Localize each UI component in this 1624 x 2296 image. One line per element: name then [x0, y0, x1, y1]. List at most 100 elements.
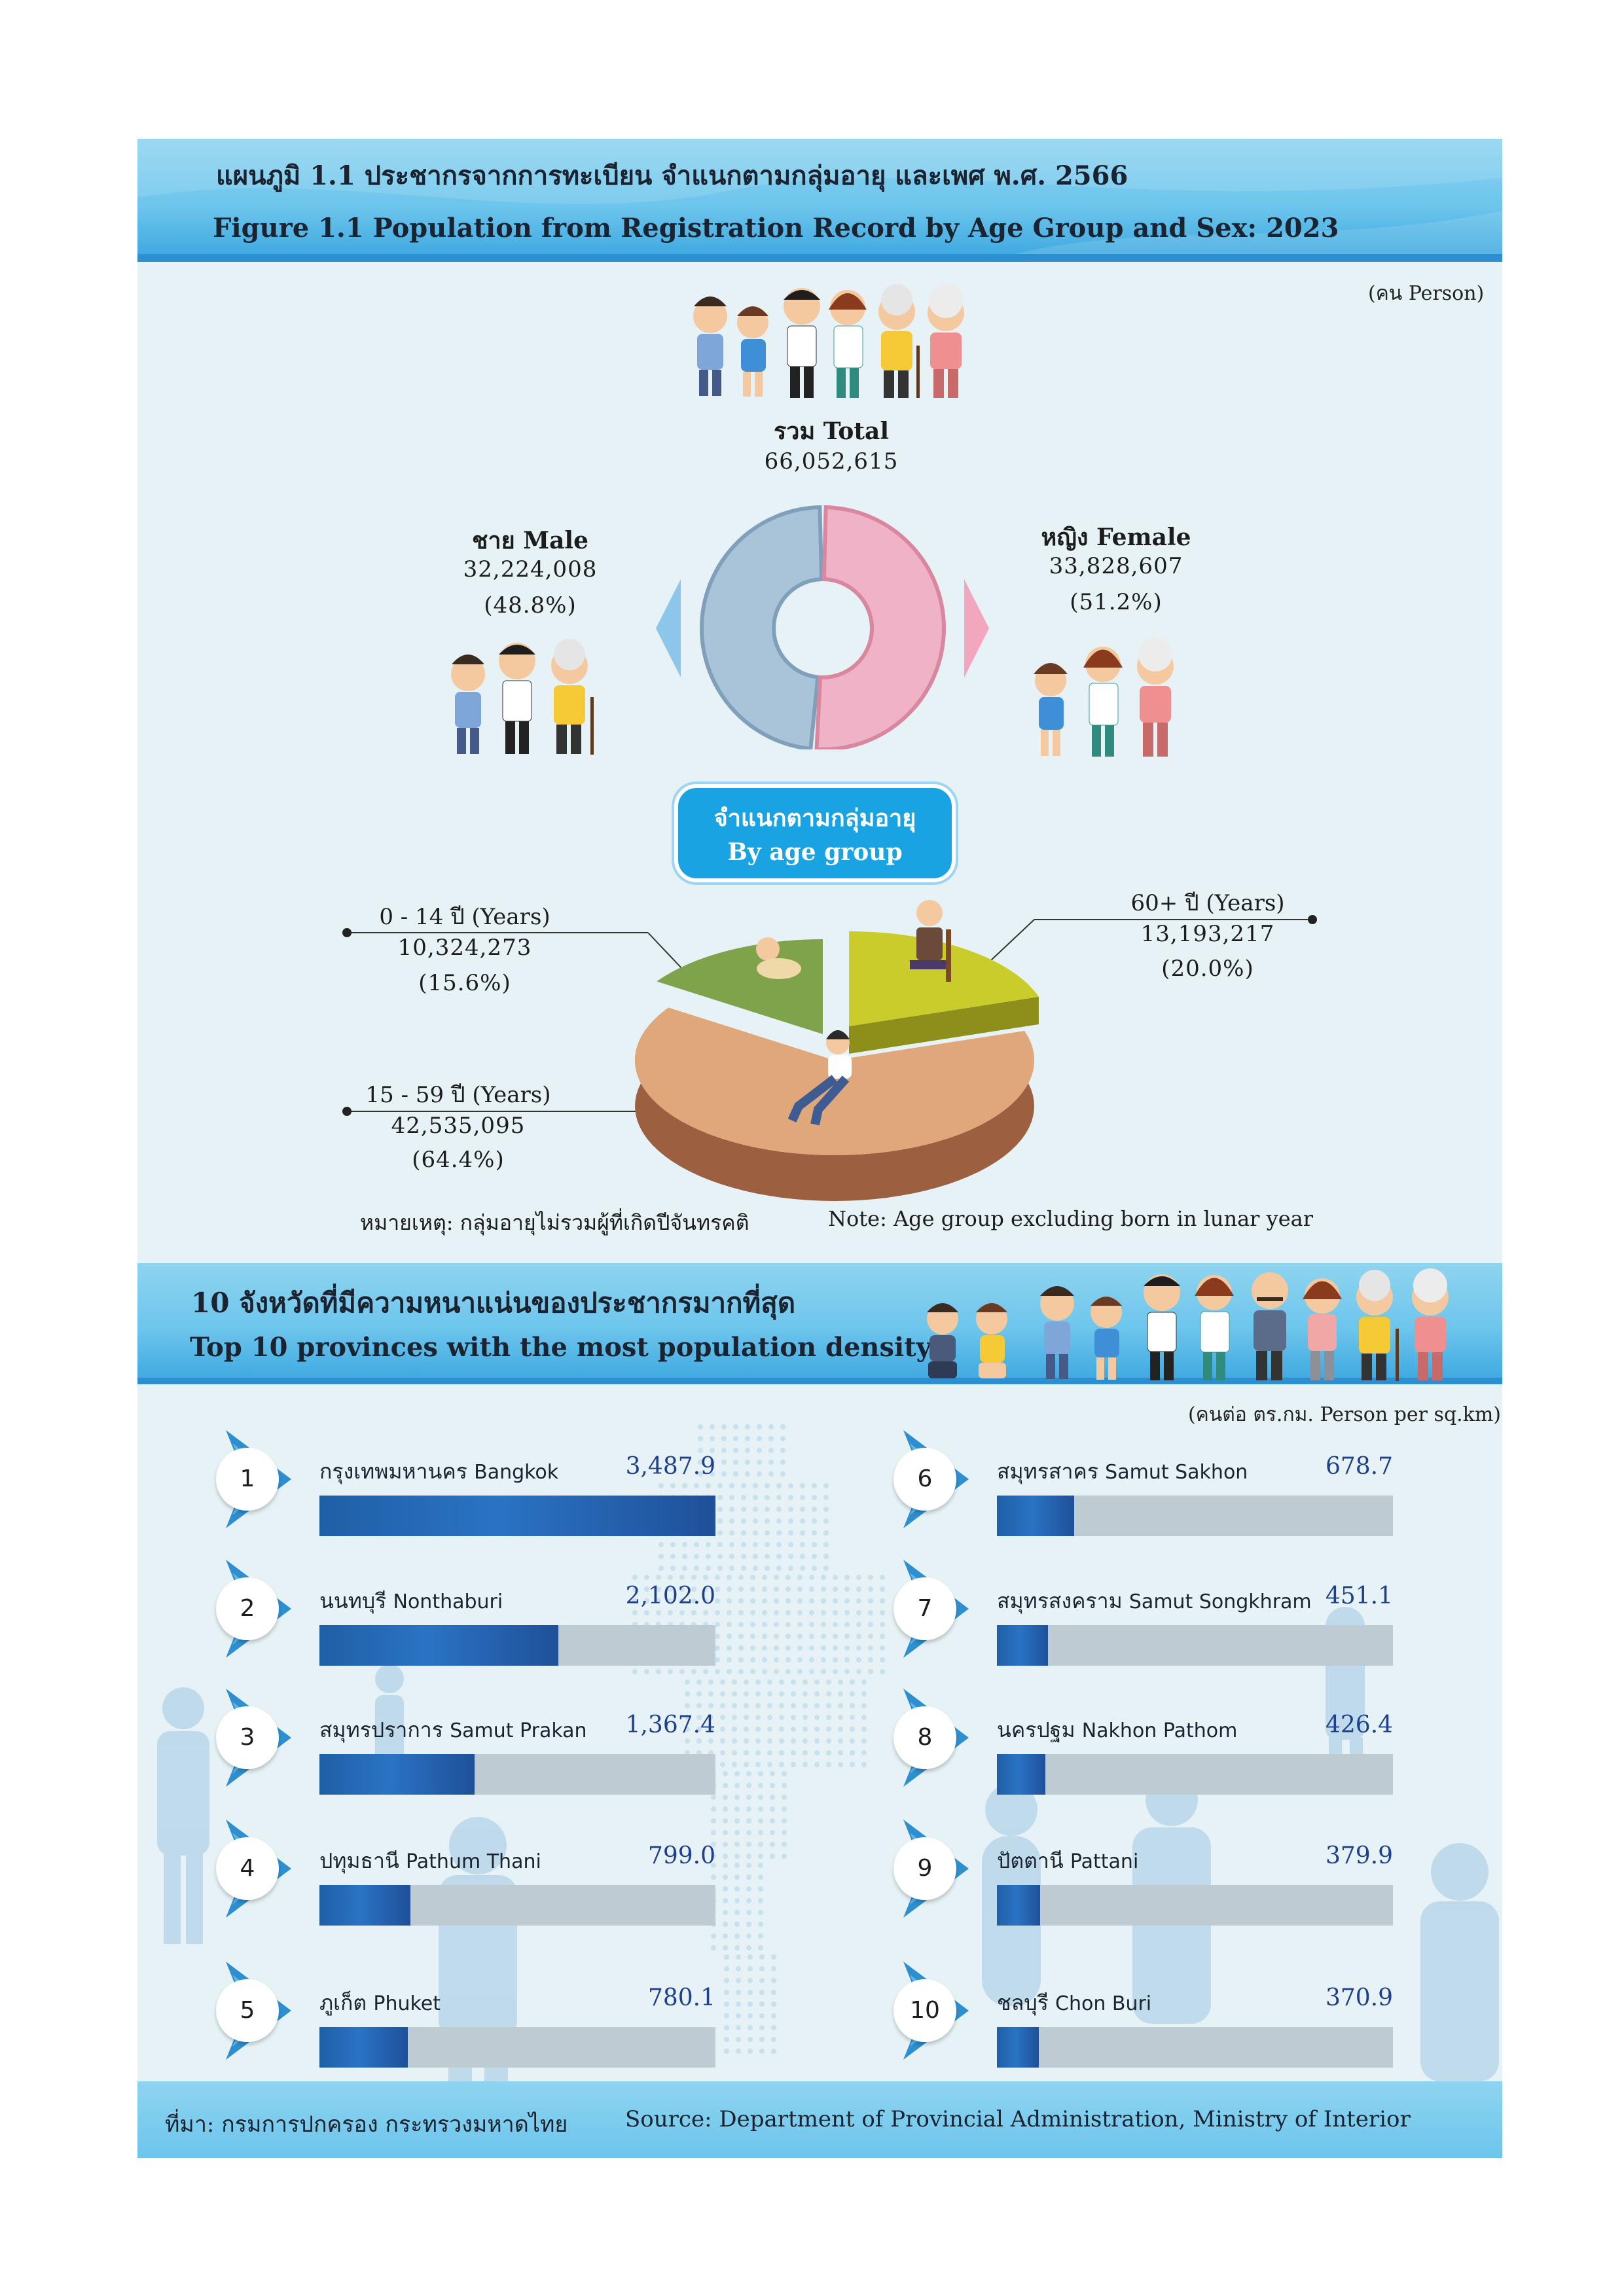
province-name-en: Pathum Thani [406, 1850, 541, 1873]
province-density-value: 370.9 [1325, 1984, 1393, 2011]
age-60-slice-wall [849, 996, 1039, 1054]
province-name: ชลบุรี Chon Buri [997, 1986, 1151, 2020]
age-0-14-percent: (15.6%) [418, 970, 511, 996]
province-name: ภูเก็ต Phuket [319, 1986, 441, 2020]
province-rank-badge: 2 [216, 1577, 279, 1640]
leader-dot-60 [1308, 915, 1317, 924]
province-rank-badge: 1 [216, 1448, 279, 1511]
age-0-14-label: 0 - 14 ปี (Years) [379, 904, 550, 930]
province-density-value: 799.0 [647, 1842, 715, 1869]
leader-line-0-14-diag [647, 932, 683, 969]
age-60-slice [849, 931, 1039, 1026]
province-name: สมุทรสาคร Samut Sakhon [997, 1455, 1248, 1488]
figure-title-en: Figure 1.1 Population from Registration … [213, 213, 1339, 243]
province-name-en: Samut Prakan [450, 1719, 587, 1742]
province-name-en: Phuket [373, 1992, 441, 2015]
female-percent: (51.2%) [1070, 589, 1163, 615]
density-bar-track [997, 1885, 1393, 1926]
crowd-illustration [927, 1268, 1449, 1381]
baby-illustration [756, 937, 801, 979]
density-bar [319, 1625, 558, 1666]
province-name-en: Nakhon Pathom [1081, 1719, 1238, 1742]
province-rank-badge: 3 [216, 1706, 279, 1769]
density-bar [997, 1496, 1074, 1536]
province-name: สมุทรปราการ Samut Prakan [319, 1713, 587, 1747]
density-bar-track [997, 1754, 1393, 1795]
density-bar [997, 2027, 1039, 2068]
total-label: รวม Total [773, 418, 890, 445]
density-bar [319, 2027, 408, 2068]
province-density-value: 426.4 [1325, 1712, 1393, 1738]
figure-title-th: แผนภูมิ 1.1 ประชากรจากการทะเบียน จำแนกตา… [216, 160, 1128, 191]
province-name-en: Chon Buri [1055, 1992, 1152, 2015]
province-name: นครปฐม Nakhon Pathom [997, 1713, 1237, 1747]
density-unit: (คนต่อ ตร.กม. Person per sq.km) [1188, 1403, 1502, 1426]
title-band [137, 139, 1502, 262]
elderly-man-illustration [910, 900, 951, 982]
province-rank-badge: 8 [893, 1706, 956, 1769]
male-arrow [656, 579, 681, 677]
female-family-illustration [1034, 637, 1174, 757]
female-arrow [964, 579, 989, 677]
province-name-en: Samut Sakhon [1105, 1461, 1248, 1484]
province-density-value: 1,367.4 [625, 1712, 715, 1738]
province-name: นนทบุรี Nonthaburi [319, 1585, 503, 1618]
province-name: กรุงเทพมหานคร Bangkok [319, 1455, 558, 1488]
density-bar [997, 1754, 1045, 1795]
density-bar [319, 1496, 715, 1536]
province-name-th: สมุทรสาคร [997, 1459, 1098, 1484]
province-density-value: 2,102.0 [625, 1583, 715, 1609]
age-60-label: 60+ ปี (Years) [1130, 890, 1285, 916]
province-density-value: 379.9 [1325, 1842, 1393, 1869]
male-donut-slice [700, 505, 824, 749]
province-name-en: Nonthaburi [393, 1590, 503, 1613]
province-name-th: ชลบุรี [997, 1990, 1049, 2015]
province-name-th: ภูเก็ต [319, 1990, 367, 2015]
title-band-waves [137, 139, 1502, 262]
leader-dot-0-14 [342, 928, 352, 937]
age-15-59-percent: (64.4%) [412, 1147, 505, 1173]
age-group-title-th: จำแนกตามกลุ่มอายุ [713, 804, 916, 832]
province-density-value: 3,487.9 [625, 1453, 715, 1480]
province-name-th: กรุงเทพมหานคร [319, 1459, 467, 1484]
age-group-box: จำแนกตามกลุ่มอายุ By age group [674, 784, 956, 882]
male-label: ชาย Male [471, 527, 589, 554]
woman-illustration [787, 1030, 852, 1126]
province-name-th: ปทุมธานี [319, 1848, 399, 1873]
province-name: สมุทรสงคราม Samut Songkhram [997, 1585, 1312, 1618]
province-name: ปัตตานี Pattani [997, 1844, 1138, 1878]
province-rank-badge: 5 [216, 1979, 279, 2042]
age-group-title-en: By age group [727, 838, 903, 866]
density-title-th: 10 จังหวัดที่มีความหนาแน่นของประชากรมากท… [191, 1287, 796, 1319]
density-bar-track [997, 2027, 1393, 2068]
province-rank-badge: 10 [893, 1979, 956, 2042]
note-th: หมายเหตุ: กลุ่มอายุไม่รวมผู้ที่เกิดปีจัน… [360, 1210, 749, 1235]
source-th: ที่มา: กรมการปกครอง กระทรวงมหาดไทย [165, 2111, 568, 2138]
female-label: หญิง Female [1041, 524, 1191, 551]
age-0-14-value: 10,324,273 [397, 935, 532, 961]
family-figures [693, 284, 964, 398]
province-rank-badge: 4 [216, 1837, 279, 1900]
province-name-th: สมุทรปราการ [319, 1717, 443, 1742]
source-band [137, 2081, 1502, 2158]
unit-label: (คน Person) [1368, 282, 1485, 305]
male-family-illustration [451, 639, 594, 755]
age-60-value: 13,193,217 [1140, 921, 1275, 947]
source-en: Source: Department of Provincial Adminis… [625, 2106, 1411, 2132]
density-bar [319, 1754, 475, 1795]
age-15-59-value: 42,535,095 [391, 1113, 526, 1139]
density-bar-track [997, 1625, 1393, 1666]
age-15-59-label: 15 - 59 ปี (Years) [365, 1082, 551, 1108]
male-value: 32,224,008 [463, 556, 598, 583]
province-rank-badge: 9 [893, 1837, 956, 1900]
province-name-th: ปัตตานี [997, 1848, 1064, 1873]
note-en: Note: Age group excluding born in lunar … [828, 1206, 1313, 1231]
province-rank-badge: 6 [893, 1448, 956, 1511]
age-15-59-slice-side [635, 1007, 1034, 1201]
province-name: ปทุมธานี Pathum Thani [319, 1844, 541, 1878]
province-name-en: Bangkok [474, 1461, 559, 1484]
province-density-value: 451.1 [1325, 1583, 1393, 1609]
age-60-percent: (20.0%) [1161, 956, 1254, 982]
family-illustration [693, 284, 964, 398]
total-value: 66,052,615 [764, 448, 899, 475]
